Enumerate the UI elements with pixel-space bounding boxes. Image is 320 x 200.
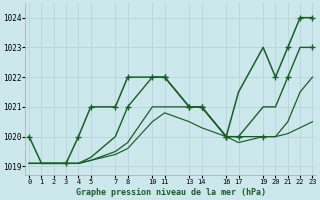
X-axis label: Graphe pression niveau de la mer (hPa): Graphe pression niveau de la mer (hPa) bbox=[76, 188, 266, 197]
